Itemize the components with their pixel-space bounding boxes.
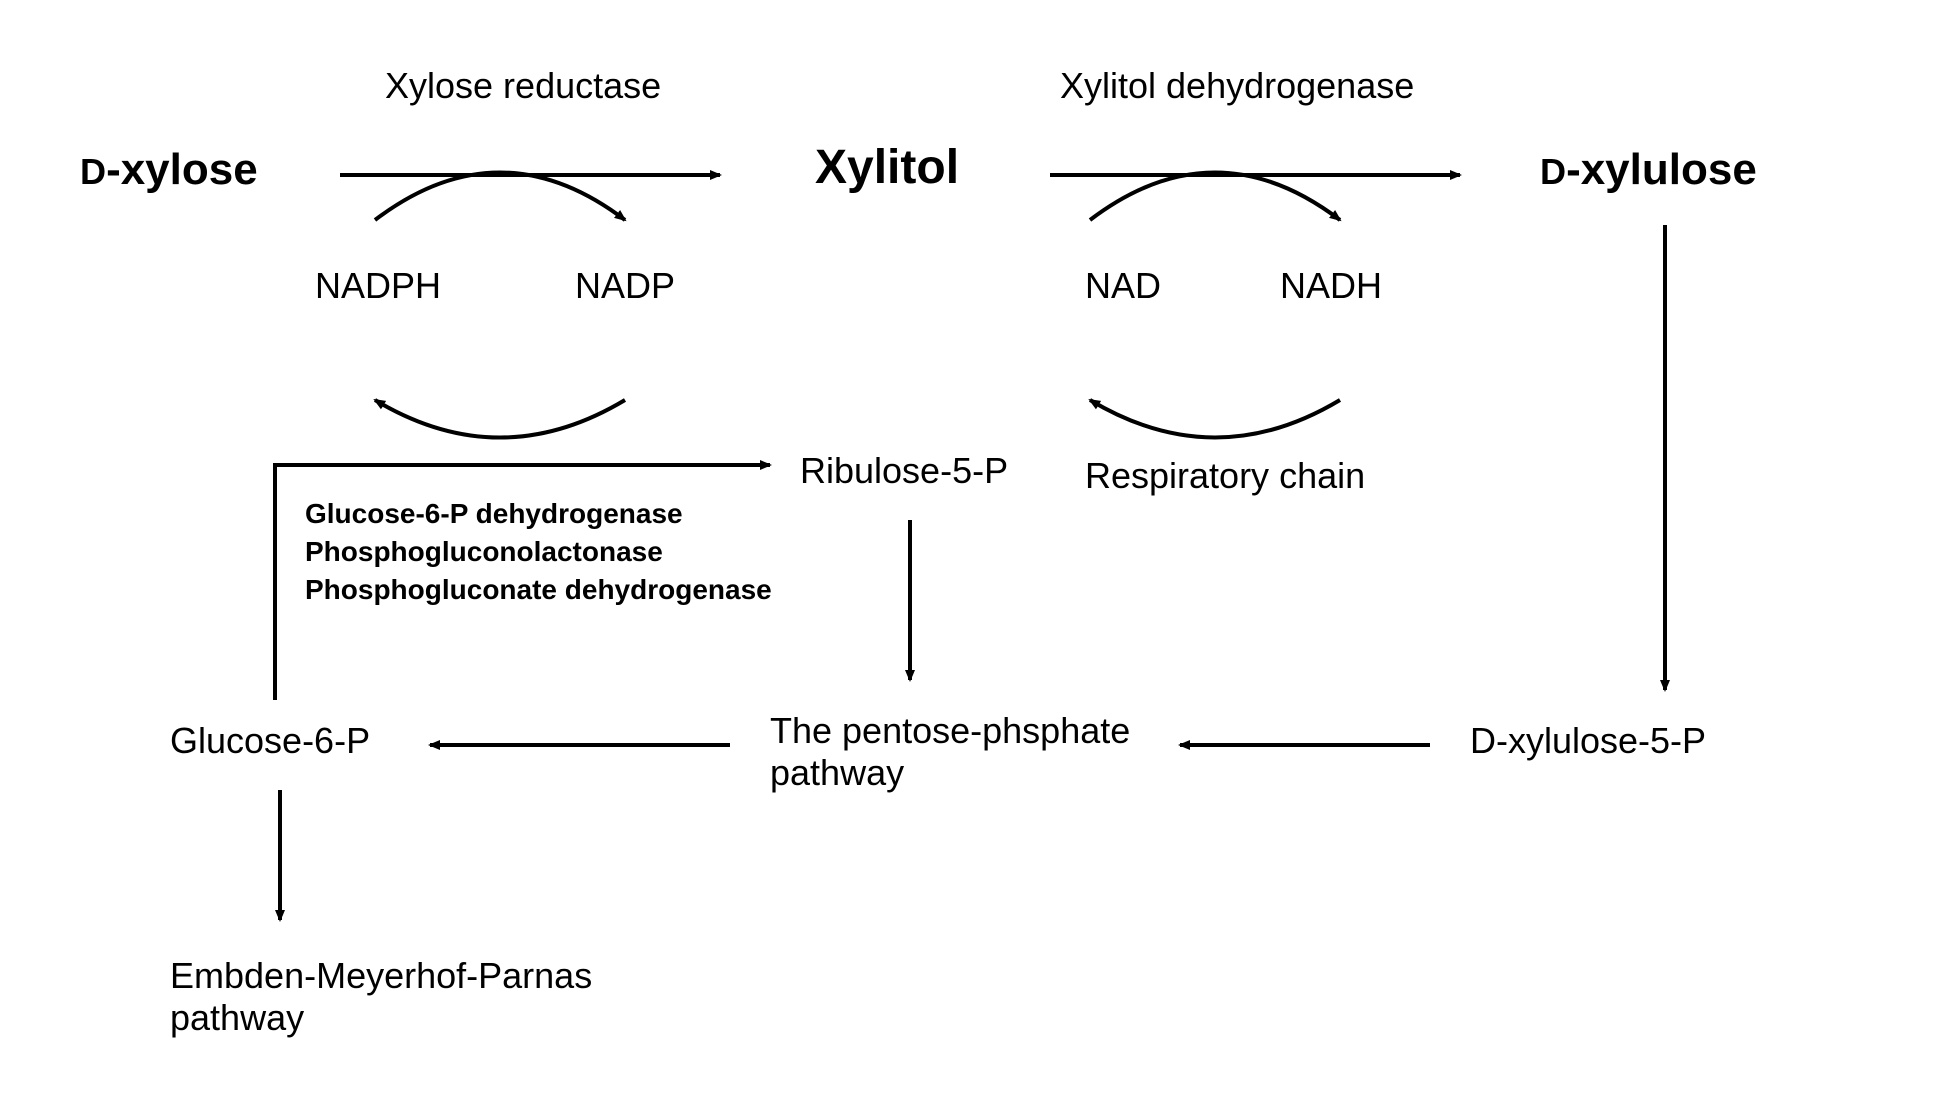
- node-d-xylose: D-xylose: [80, 145, 258, 195]
- node-d-xylulose: D-xylulose: [1540, 145, 1757, 195]
- node-glucose-6p: Glucose-6-P: [170, 720, 370, 762]
- label-nadph: NADPH: [315, 265, 441, 307]
- label-xylitol-dehydrogenase: Xylitol dehydrogenase: [1060, 65, 1414, 107]
- label-xylose: -xylose: [106, 145, 258, 194]
- label-respiratory-chain: Respiratory chain: [1085, 455, 1365, 497]
- enzyme-line-2: Phosphogluconolactonase: [305, 533, 772, 571]
- label-xylulose: -xylulose: [1566, 145, 1757, 194]
- label-nad: NAD: [1085, 265, 1161, 307]
- label-nadh: NADH: [1280, 265, 1382, 307]
- enzyme-list: Glucose-6-P dehydrogenase Phosphoglucono…: [305, 495, 772, 608]
- prefix-d: D: [80, 151, 106, 192]
- node-emp-pathway: Embden-Meyerhof-Parnas pathway: [170, 955, 592, 1039]
- label-xylose-reductase: Xylose reductase: [385, 65, 661, 107]
- metabolic-pathway-diagram: D-xylose Xylitol D-xylulose Xylose reduc…: [0, 0, 1959, 1093]
- prefix-d: D: [1540, 151, 1566, 192]
- node-ribulose-5p: Ribulose-5-P: [800, 450, 1008, 492]
- node-pentose-phosphate-pathway: The pentose-phsphate pathway: [770, 710, 1130, 794]
- enzyme-line-3: Phosphogluconate dehydrogenase: [305, 571, 772, 609]
- node-xylitol: Xylitol: [815, 140, 959, 195]
- enzyme-line-1: Glucose-6-P dehydrogenase: [305, 495, 772, 533]
- node-d-xylulose-5p: D-xylulose-5-P: [1470, 720, 1706, 762]
- label-nadp: NADP: [575, 265, 675, 307]
